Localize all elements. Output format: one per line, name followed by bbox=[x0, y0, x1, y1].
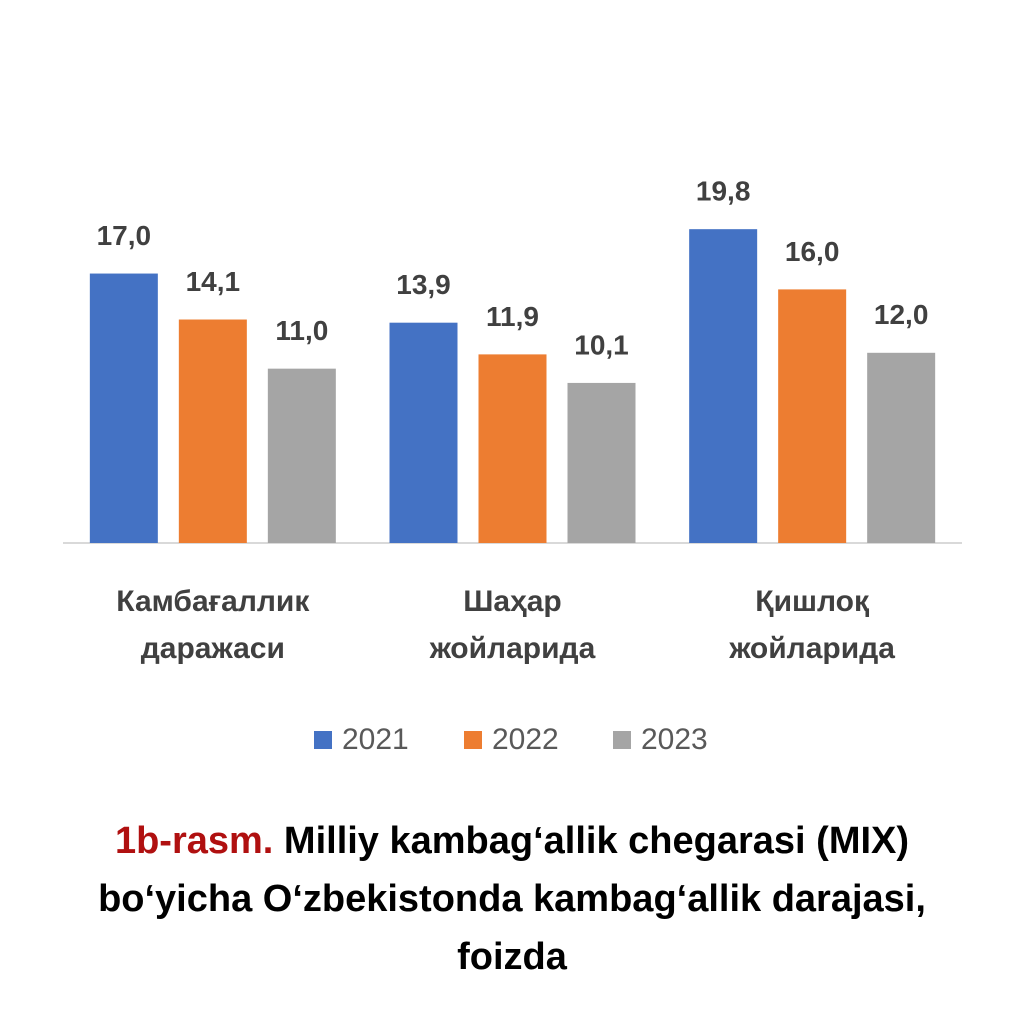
value-label: 13,9 bbox=[396, 269, 451, 300]
x-tick-label: Шаҳар жойларида bbox=[429, 585, 596, 665]
legend-label: 2023 bbox=[641, 723, 708, 756]
caption: 1b-rasm. Milliy kambag‘allik chegarasi (… bbox=[60, 812, 964, 986]
bar bbox=[389, 322, 458, 543]
caption-label: 1b-rasm. bbox=[114, 820, 274, 862]
value-label: 17,0 bbox=[97, 220, 152, 251]
value-label: 16,0 bbox=[785, 236, 840, 267]
value-label: 19,8 bbox=[696, 176, 751, 207]
bar bbox=[689, 229, 758, 544]
bar bbox=[867, 352, 936, 543]
legend-swatch bbox=[464, 731, 482, 749]
legend-swatch bbox=[613, 731, 631, 749]
value-label: 10,1 bbox=[574, 329, 629, 360]
bar bbox=[778, 289, 847, 543]
bar bbox=[178, 319, 247, 543]
value-label: 11,9 bbox=[486, 301, 539, 332]
value-label: 12,0 bbox=[874, 299, 929, 330]
legend-label: 2021 bbox=[342, 723, 409, 756]
x-tick-label: Камбағаллик даражаси bbox=[116, 585, 310, 665]
value-label: 11,0 bbox=[275, 315, 328, 346]
bar bbox=[567, 382, 636, 543]
bar bbox=[89, 273, 158, 543]
x-tick-label: Қишлоқ жойларида bbox=[729, 585, 895, 665]
value-label: 14,1 bbox=[186, 266, 241, 297]
caption-text: Milliy kambag‘allik chegarasi (MIX) bo‘y… bbox=[98, 820, 926, 978]
bar bbox=[267, 368, 336, 543]
legend-swatch bbox=[314, 731, 332, 749]
bar bbox=[478, 354, 547, 543]
legend-label: 2022 bbox=[492, 723, 559, 756]
